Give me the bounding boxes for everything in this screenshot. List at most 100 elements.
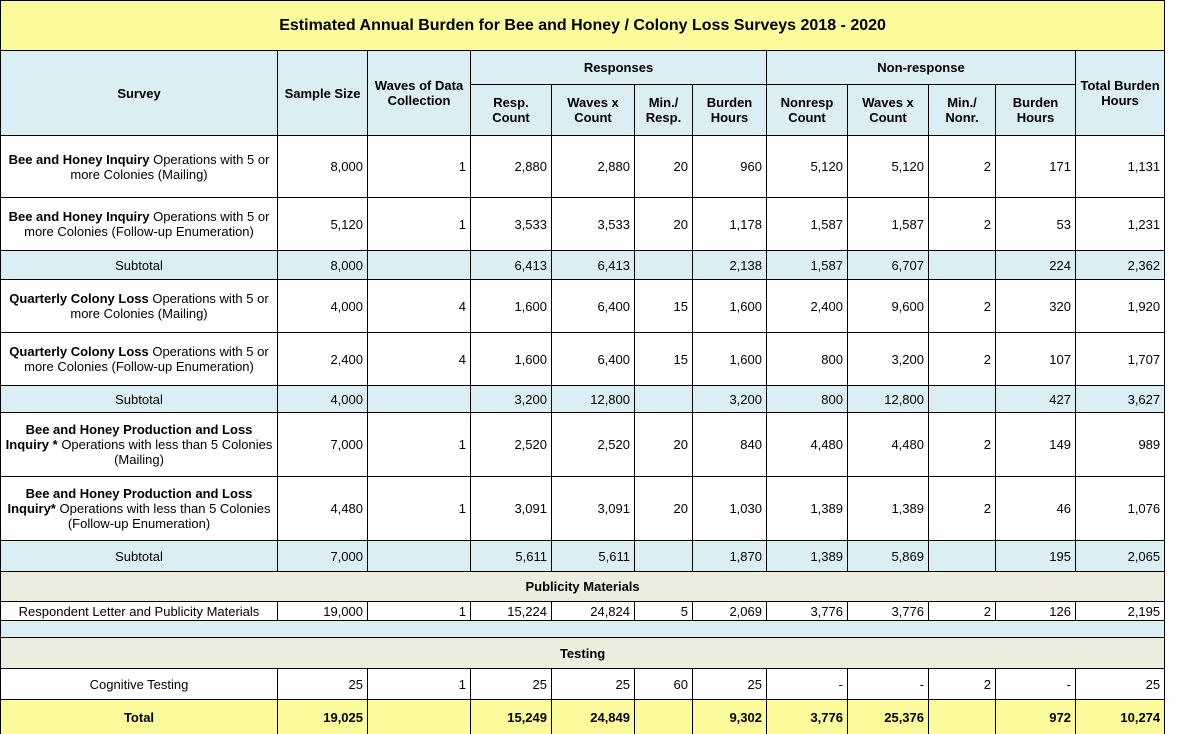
- value-cell: 2: [928, 135, 996, 198]
- value-cell: 15,224: [470, 601, 552, 621]
- value-cell: 972: [995, 699, 1076, 734]
- survey-name: Quarterly Colony Loss: [9, 344, 149, 359]
- value-cell: 46: [995, 476, 1076, 541]
- value-cell: 8,000: [277, 135, 368, 198]
- value-cell: 5,120: [847, 135, 929, 198]
- value-cell: 2: [928, 279, 996, 333]
- value-cell: 2,065: [1074, 540, 1166, 572]
- value-cell: 1: [367, 601, 471, 621]
- value-cell: 3,776: [847, 601, 929, 621]
- row-label: Total: [0, 699, 278, 734]
- table-row: Bee and Honey Production and Loss Inquir…: [0, 476, 1166, 541]
- value-cell: 1: [367, 476, 471, 541]
- value-cell: 4,000: [277, 279, 368, 333]
- empty-cell: [634, 385, 693, 413]
- survey-name: Quarterly Colony Loss: [9, 291, 149, 306]
- value-cell: 2: [928, 332, 996, 386]
- value-cell: 1: [367, 135, 471, 198]
- empty-cell: [928, 385, 996, 413]
- value-cell: 800: [766, 332, 848, 386]
- value-cell: 5,120: [277, 197, 368, 251]
- survey-name: Bee and Honey Production and Loss Inquir…: [7, 486, 253, 516]
- value-cell: 4: [367, 279, 471, 333]
- header-group: Non-response: [766, 50, 1076, 85]
- survey-cell: Quarterly Colony Loss Operations with 5 …: [0, 332, 278, 386]
- value-cell: 15,249: [470, 699, 552, 734]
- value-cell: 7,000: [277, 540, 368, 572]
- value-cell: 19,025: [277, 699, 368, 734]
- value-cell: 1,076: [1074, 476, 1166, 541]
- value-cell: 6,413: [470, 250, 552, 280]
- burden-table: Estimated Annual Burden for Bee and Hone…: [0, 0, 1166, 734]
- value-cell: 25,376: [847, 699, 929, 734]
- value-cell: 149: [995, 412, 1076, 477]
- value-cell: 8,000: [277, 250, 368, 280]
- table-row: Respondent Letter and Publicity Material…: [0, 601, 1166, 621]
- header-cell: Min./ Resp.: [634, 84, 693, 136]
- value-cell: 5,611: [470, 540, 552, 572]
- survey-cell: Bee and Honey Production and Loss Inquir…: [0, 412, 278, 477]
- value-cell: 10,274: [1074, 699, 1166, 734]
- table-row: Testing: [0, 637, 1166, 669]
- value-cell: 19,000: [277, 601, 368, 621]
- value-cell: 20: [634, 412, 693, 477]
- value-cell: 2,138: [692, 250, 767, 280]
- value-cell: 989: [1074, 412, 1166, 477]
- value-cell: 9,302: [692, 699, 767, 734]
- value-cell: 1,587: [766, 250, 848, 280]
- value-cell: 1,600: [692, 279, 767, 333]
- survey-cell: Bee and Honey Production and Loss Inquir…: [0, 476, 278, 541]
- empty-cell: [928, 540, 996, 572]
- value-cell: 2,400: [277, 332, 368, 386]
- value-cell: 2: [928, 668, 996, 700]
- value-cell: 4,480: [277, 476, 368, 541]
- survey-detail: Operations with 5 or more Colonies (Foll…: [24, 209, 270, 239]
- value-cell: 4: [367, 332, 471, 386]
- value-cell: 2,520: [470, 412, 552, 477]
- value-cell: 4,480: [766, 412, 848, 477]
- value-cell: 1: [367, 197, 471, 251]
- value-cell: 3,776: [766, 601, 848, 621]
- survey-detail: Operations with 5 or more Colonies (Foll…: [24, 344, 269, 374]
- survey-name: Bee and Honey Inquiry: [8, 209, 150, 224]
- value-cell: 3,627: [1074, 385, 1166, 413]
- value-cell: 2: [928, 601, 996, 621]
- value-cell: 1,870: [692, 540, 767, 572]
- value-cell: 5,869: [847, 540, 929, 572]
- value-cell: 6,400: [551, 332, 635, 386]
- value-cell: -: [847, 668, 929, 700]
- header-cell: Waves of Data Collection: [367, 50, 471, 136]
- value-cell: 171: [995, 135, 1076, 198]
- value-cell: 4,480: [847, 412, 929, 477]
- row-label: Cognitive Testing: [0, 668, 278, 700]
- table-row: Quarterly Colony Loss Operations with 5 …: [0, 279, 1166, 333]
- empty-cell: [367, 250, 471, 280]
- value-cell: 2,880: [470, 135, 552, 198]
- value-cell: 960: [692, 135, 767, 198]
- value-cell: 2,195: [1074, 601, 1166, 621]
- value-cell: 1,030: [692, 476, 767, 541]
- survey-name: Bee and Honey Production and Loss Inquir…: [5, 422, 253, 452]
- empty-cell: [928, 250, 996, 280]
- survey-cell: Quarterly Colony Loss Operations with 5 …: [0, 279, 278, 333]
- row-label: Respondent Letter and Publicity Material…: [0, 601, 278, 621]
- value-cell: 6,707: [847, 250, 929, 280]
- header-cell: Waves x Count: [551, 84, 635, 136]
- value-cell: 1,389: [766, 476, 848, 541]
- header-cell: Nonresp Count: [766, 84, 848, 136]
- survey-cell: Bee and Honey Inquiry Operations with 5 …: [0, 135, 278, 198]
- value-cell: 126: [995, 601, 1076, 621]
- value-cell: 224: [995, 250, 1076, 280]
- value-cell: 3,776: [766, 699, 848, 734]
- table-row: Total 19,025 15,249 24,849 9,302 3,776 25,376 9…: [0, 699, 1166, 734]
- value-cell: 24,824: [551, 601, 635, 621]
- header-cell: Total Burden Hours: [1074, 50, 1166, 136]
- value-cell: 1: [367, 412, 471, 477]
- header-cell: Burden Hours: [692, 84, 767, 136]
- table-row: Quarterly Colony Loss Operations with 5 …: [0, 332, 1166, 386]
- value-cell: 2,400: [766, 279, 848, 333]
- table-title: Estimated Annual Burden for Bee and Hone…: [0, 0, 1166, 51]
- survey-detail: Operations with less than 5 Colonies (Fo…: [59, 501, 271, 531]
- value-cell: 3,533: [470, 197, 552, 251]
- header-cell: Survey: [0, 50, 278, 136]
